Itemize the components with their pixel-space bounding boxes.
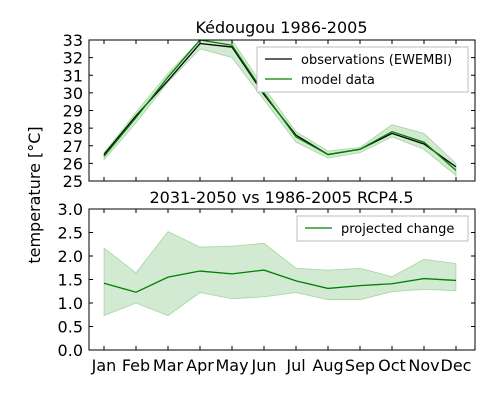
bottom-ytick-label: 0.0 bbox=[58, 341, 83, 360]
top-ytick-label: 27 bbox=[63, 137, 83, 156]
top-ytick-label: 33 bbox=[63, 31, 83, 50]
x-tick-label: May bbox=[215, 356, 248, 375]
top-ytick-label: 25 bbox=[63, 172, 83, 191]
top-ytick-label: 32 bbox=[63, 49, 83, 68]
legend-label-observations: observations (EWEMBI) bbox=[301, 53, 452, 68]
x-tick-label: Aug bbox=[312, 356, 343, 375]
bottom-line-layer bbox=[103, 269, 457, 293]
bottom-ytick-label: 1.5 bbox=[58, 271, 83, 290]
bottom-ytick-label: 0.5 bbox=[58, 318, 83, 337]
top-ytick-label: 31 bbox=[63, 66, 83, 85]
bottom-legend: projected change bbox=[296, 215, 469, 242]
top-ytick-label: 29 bbox=[63, 102, 83, 121]
top-ytick-label: 30 bbox=[63, 84, 83, 103]
x-tick-label: Nov bbox=[408, 356, 439, 375]
bottom-ytick-label: 3.0 bbox=[58, 200, 83, 219]
bottom-band-layer bbox=[103, 231, 457, 317]
bottom-series-line-0 bbox=[103, 269, 457, 293]
top-ytick-label: 26 bbox=[63, 154, 83, 173]
bottom-ytick-label: 2.5 bbox=[58, 224, 83, 243]
x-tick-label: Dec bbox=[441, 356, 472, 375]
x-tick-label: Oct bbox=[378, 356, 406, 375]
bottom-band-0 bbox=[103, 231, 457, 317]
top-series-line-1 bbox=[103, 39, 457, 171]
legend-label-model: model data bbox=[301, 73, 375, 88]
top-legend: observations (EWEMBI) model data bbox=[256, 46, 469, 93]
top-legend-box bbox=[256, 46, 469, 93]
top-chart-title: Kédougou 1986-2005 bbox=[195, 18, 367, 37]
x-tick-label: Mar bbox=[153, 356, 184, 375]
x-tick-label: Apr bbox=[186, 356, 214, 375]
legend-label-projected: projected change bbox=[341, 222, 454, 237]
bottom-ytick-label: 2.0 bbox=[58, 247, 83, 266]
x-tick-label: Feb bbox=[122, 356, 150, 375]
x-tick-label: Jun bbox=[251, 356, 277, 375]
bottom-x-ticks: Jan Feb Mar Apr May Jun Jul Aug Sep Oct Nov Dec bbox=[91, 209, 472, 375]
y-axis-label: temperature [°C] bbox=[25, 126, 44, 263]
x-tick-label: Jan bbox=[91, 356, 117, 375]
bottom-panel: 2031-2050 vs 1986-2005 RCP4.5 0.0 0.5 1.0 1… bbox=[58, 188, 476, 375]
bottom-y-ticks: 0.0 0.5 1.0 1.5 2.0 2.5 3.0 bbox=[58, 200, 475, 360]
top-line-layer bbox=[103, 39, 457, 171]
top-ytick-label: 28 bbox=[63, 119, 83, 138]
x-tick-label: Sep bbox=[345, 356, 375, 375]
x-tick-label: Jul bbox=[285, 356, 305, 375]
top-x-ticks bbox=[103, 40, 457, 181]
bottom-ytick-label: 1.0 bbox=[58, 294, 83, 313]
bottom-chart-title: 2031-2050 vs 1986-2005 RCP4.5 bbox=[149, 188, 413, 207]
